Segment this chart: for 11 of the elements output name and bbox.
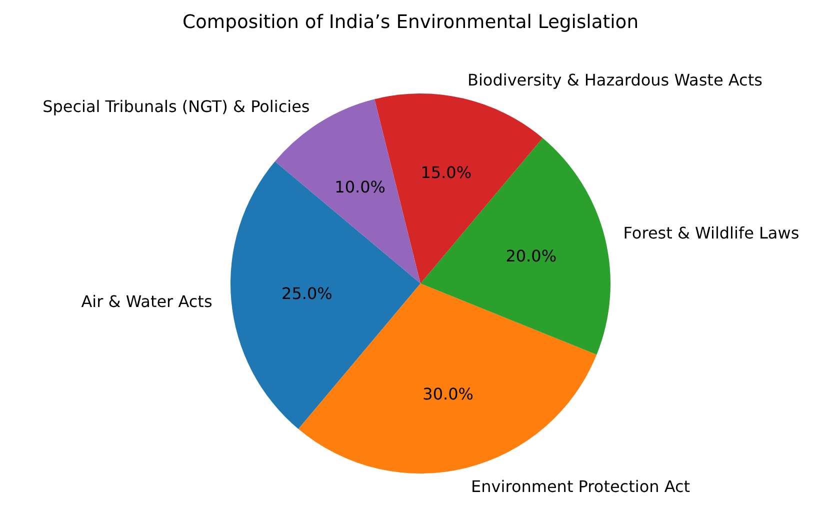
data-label: 20.0% (506, 246, 557, 266)
slice-label: Air & Water Acts (81, 292, 212, 312)
slice-label: Special Tribunals (NGT) & Policies (42, 96, 310, 116)
data-label: 30.0% (422, 384, 474, 404)
slice-label: Biodiversity & Hazardous Waste Acts (468, 70, 762, 90)
slice-label: Environment Protection Act (471, 476, 690, 496)
slice-label: Forest & Wildlife Laws (623, 223, 800, 242)
data-label: 15.0% (420, 162, 472, 182)
data-label: 10.0% (334, 177, 386, 196)
data-label: 25.0% (282, 284, 332, 303)
chart-title: Composition of India’s Environmental Legislation (182, 12, 639, 33)
